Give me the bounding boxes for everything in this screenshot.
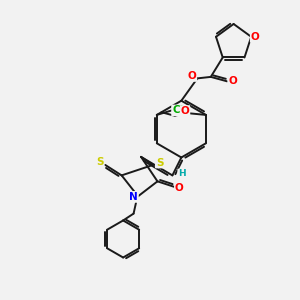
Text: S: S <box>156 158 163 167</box>
Text: O: O <box>251 32 260 42</box>
Text: N: N <box>129 192 138 202</box>
Text: H: H <box>178 169 186 178</box>
Text: O: O <box>188 71 196 81</box>
Text: O: O <box>175 183 184 193</box>
Text: Cl: Cl <box>172 105 183 116</box>
Text: O: O <box>181 106 189 116</box>
Text: S: S <box>96 157 103 167</box>
Text: O: O <box>228 76 237 86</box>
